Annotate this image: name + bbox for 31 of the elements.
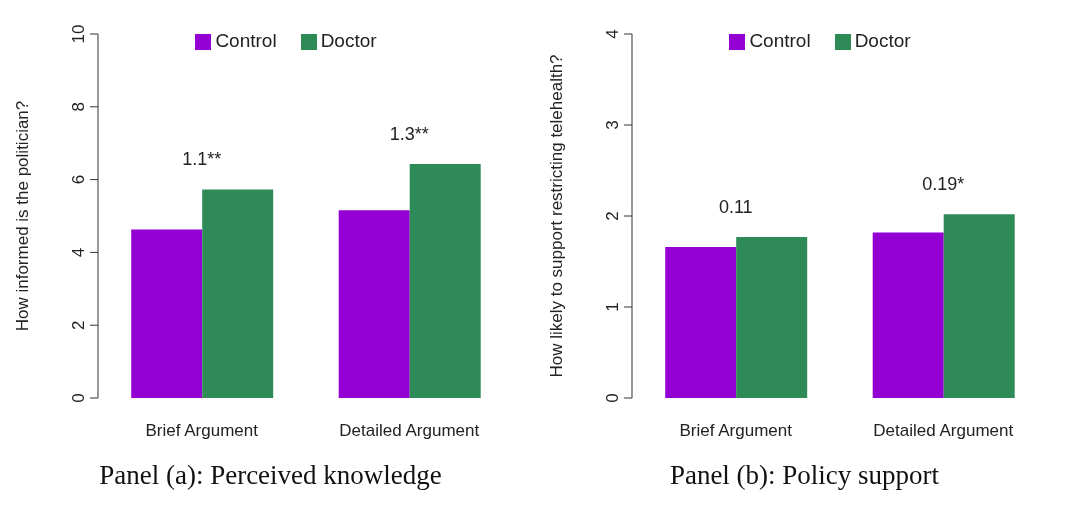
legend-label: Doctor xyxy=(320,30,377,51)
y-tick-label: 6 xyxy=(69,174,88,185)
bar xyxy=(131,229,203,398)
y-tick-label: 3 xyxy=(603,120,622,130)
y-tick-label: 0 xyxy=(603,393,622,403)
y-tick-label: 10 xyxy=(69,24,88,44)
annotation: 0.11 xyxy=(718,196,753,217)
annotation: 1.3** xyxy=(389,123,429,144)
x-tick-label: Detailed Argument xyxy=(873,421,1014,441)
legend-label: Doctor xyxy=(854,30,911,51)
annotation: 0.19* xyxy=(922,174,965,195)
x-tick-label: Brief Argument xyxy=(679,421,793,441)
y-tick-label: 2 xyxy=(69,320,88,330)
y-axis-title: How informed is the politician? xyxy=(13,100,33,332)
y-tick-label: 8 xyxy=(69,102,88,112)
y-tick-label: 4 xyxy=(603,29,622,39)
y-tick-label: 0 xyxy=(69,393,88,403)
annotation: 1.1** xyxy=(182,149,222,170)
x-tick-label: Detailed Argument xyxy=(339,421,480,441)
bar xyxy=(202,189,274,398)
y-tick-label: 4 xyxy=(69,247,88,258)
text: Panel (a): Perceived knowledge xyxy=(99,460,442,491)
bar xyxy=(338,210,410,398)
y-tick-label: 1 xyxy=(603,302,622,312)
text: Panel (b): Policy support xyxy=(669,460,940,491)
legend-label: Control xyxy=(215,30,277,51)
x-tick-label: Brief Argument xyxy=(145,421,259,441)
bar xyxy=(409,163,481,398)
y-tick-label: 2 xyxy=(603,211,622,221)
y-axis-title: How likely to support restricting telehealth? xyxy=(547,54,567,378)
legend-label: Control xyxy=(749,30,811,51)
